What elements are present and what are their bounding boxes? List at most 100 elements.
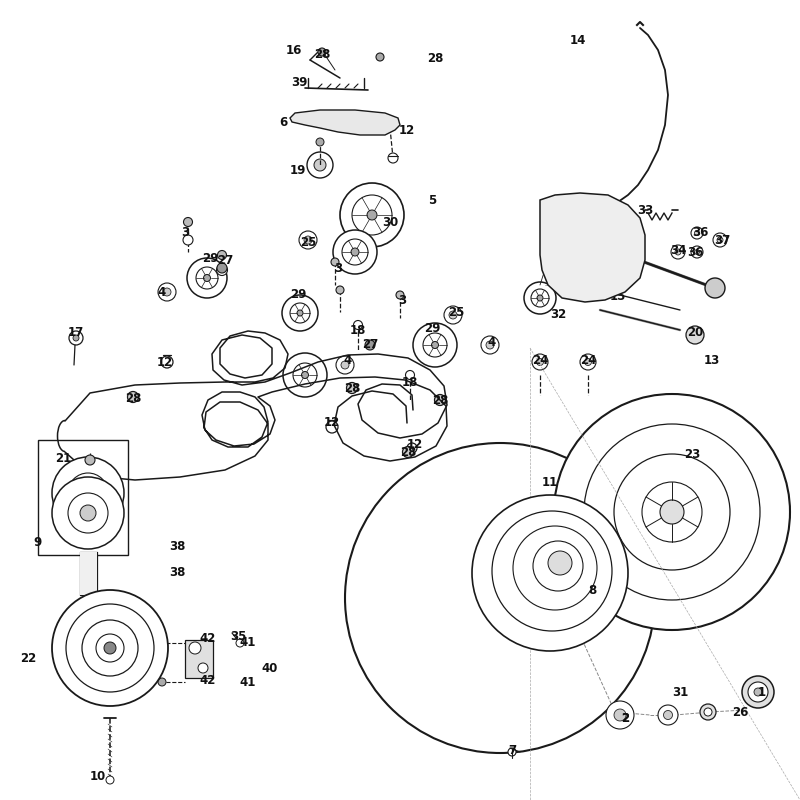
Circle shape <box>314 159 326 171</box>
Circle shape <box>376 53 384 61</box>
Text: 19: 19 <box>290 163 306 177</box>
Text: 28: 28 <box>427 51 443 65</box>
Circle shape <box>694 230 699 235</box>
Circle shape <box>203 274 210 282</box>
Text: 42: 42 <box>200 631 216 645</box>
Circle shape <box>694 250 699 254</box>
Circle shape <box>354 321 362 330</box>
Circle shape <box>304 236 312 244</box>
Circle shape <box>283 353 327 397</box>
Circle shape <box>68 473 108 513</box>
Text: 4: 4 <box>158 286 166 299</box>
Circle shape <box>691 227 703 239</box>
Circle shape <box>585 358 591 366</box>
Text: 28: 28 <box>432 394 448 406</box>
Circle shape <box>541 214 589 262</box>
Circle shape <box>333 115 347 129</box>
Circle shape <box>580 354 596 370</box>
Circle shape <box>704 708 712 716</box>
Circle shape <box>554 394 790 630</box>
Text: 16: 16 <box>286 43 302 57</box>
Circle shape <box>336 286 344 294</box>
Text: 41: 41 <box>240 637 256 650</box>
Circle shape <box>614 454 730 570</box>
Text: 36: 36 <box>692 226 708 238</box>
Circle shape <box>532 354 548 370</box>
Text: 28: 28 <box>314 49 330 62</box>
Circle shape <box>316 138 324 146</box>
Text: 36: 36 <box>687 246 703 258</box>
Text: 10: 10 <box>90 770 106 783</box>
Circle shape <box>533 541 583 591</box>
Circle shape <box>290 303 310 323</box>
Text: 17: 17 <box>68 326 84 339</box>
Circle shape <box>367 210 377 220</box>
Text: 9: 9 <box>34 535 42 549</box>
Circle shape <box>537 295 543 301</box>
Circle shape <box>560 233 570 243</box>
Circle shape <box>713 233 727 247</box>
Circle shape <box>326 421 338 433</box>
Circle shape <box>198 663 208 673</box>
Circle shape <box>551 224 579 252</box>
Circle shape <box>158 678 166 686</box>
Circle shape <box>282 295 318 331</box>
Circle shape <box>183 235 193 245</box>
Circle shape <box>52 457 124 529</box>
Circle shape <box>73 335 79 341</box>
Circle shape <box>524 282 556 314</box>
Text: 8: 8 <box>588 583 596 597</box>
Circle shape <box>96 634 124 662</box>
Circle shape <box>675 249 681 255</box>
Circle shape <box>158 639 166 647</box>
Circle shape <box>434 394 446 406</box>
Circle shape <box>127 391 138 402</box>
Circle shape <box>406 370 414 379</box>
Text: 28: 28 <box>400 446 416 458</box>
Text: 12: 12 <box>324 417 340 430</box>
Circle shape <box>492 511 612 631</box>
Text: 27: 27 <box>217 254 233 266</box>
Circle shape <box>513 526 597 610</box>
Circle shape <box>352 195 392 235</box>
Text: 12: 12 <box>407 438 423 451</box>
Circle shape <box>183 218 193 226</box>
Text: 5: 5 <box>428 194 436 206</box>
Circle shape <box>606 701 634 729</box>
Text: 33: 33 <box>637 203 653 217</box>
Text: 29: 29 <box>424 322 440 334</box>
Text: 34: 34 <box>670 243 686 257</box>
Text: 40: 40 <box>262 662 278 674</box>
Circle shape <box>658 705 678 725</box>
Circle shape <box>345 443 655 753</box>
Circle shape <box>307 152 333 178</box>
Circle shape <box>104 642 116 654</box>
Text: 30: 30 <box>382 215 398 229</box>
Circle shape <box>52 477 124 549</box>
Circle shape <box>302 371 309 378</box>
Polygon shape <box>290 110 400 135</box>
Circle shape <box>189 642 201 654</box>
Circle shape <box>218 250 226 259</box>
Text: 23: 23 <box>684 449 700 462</box>
Circle shape <box>705 278 725 298</box>
Text: 38: 38 <box>169 566 185 578</box>
Text: 29: 29 <box>290 287 306 301</box>
Circle shape <box>217 265 227 275</box>
Text: 37: 37 <box>714 234 730 246</box>
Text: 2: 2 <box>621 711 629 725</box>
Text: 26: 26 <box>732 706 748 718</box>
Text: 1: 1 <box>758 686 766 698</box>
Circle shape <box>52 590 168 706</box>
Circle shape <box>508 748 516 756</box>
Text: 42: 42 <box>200 674 216 686</box>
Circle shape <box>754 688 762 696</box>
Circle shape <box>472 495 628 651</box>
Text: 28: 28 <box>125 391 141 405</box>
Circle shape <box>423 333 447 357</box>
Text: 25: 25 <box>300 235 316 249</box>
Text: 21: 21 <box>55 451 71 465</box>
Circle shape <box>82 620 138 676</box>
Circle shape <box>407 443 417 453</box>
Text: 11: 11 <box>542 477 558 490</box>
